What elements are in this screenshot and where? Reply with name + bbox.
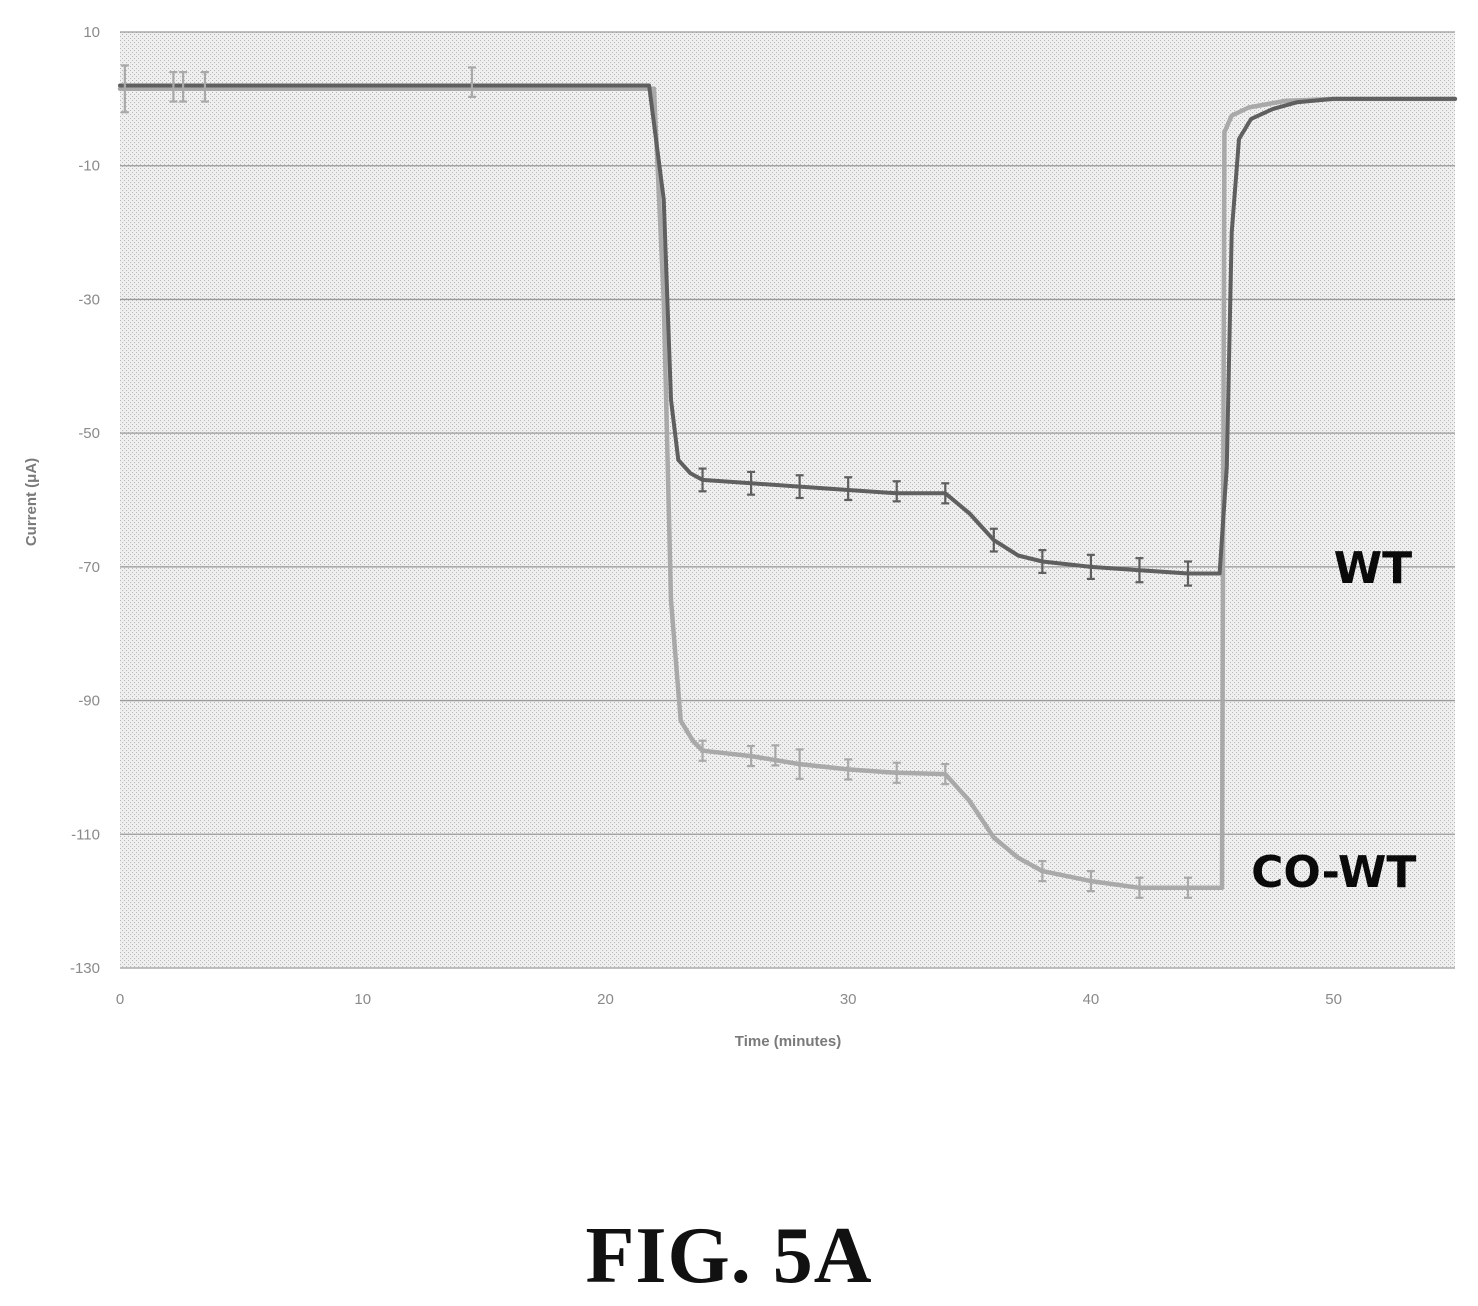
error-bar-co-wt xyxy=(200,71,209,103)
error-bar-co-wt xyxy=(1184,876,1192,899)
x-tick-label: 10 xyxy=(354,991,371,1008)
series-lines xyxy=(117,83,1458,891)
y-tick-label: -30 xyxy=(78,291,100,308)
series-label-co-wt: CO-WT xyxy=(1251,847,1416,898)
error-bar-wt xyxy=(941,482,950,505)
y-axis-ticks: 10 -10 -30 -50 -70 -90 -110 -130 xyxy=(70,24,100,977)
y-axis-title: Current (μA) xyxy=(23,458,40,546)
x-tick-label: 50 xyxy=(1325,991,1342,1008)
error-bar-co-wt xyxy=(179,71,188,103)
error-bar-wt xyxy=(1135,557,1144,584)
y-tick-label: -10 xyxy=(78,158,100,175)
error-bar-wt xyxy=(1184,560,1192,587)
figure-caption: FIG. 5A xyxy=(586,1212,873,1300)
error-bar-co-wt xyxy=(844,758,853,781)
error-bar-co-wt xyxy=(120,64,129,114)
error-bar-co-wt xyxy=(795,748,804,780)
y-tick-label: -70 xyxy=(78,559,100,576)
y-tick-label: -130 xyxy=(70,960,100,977)
series-label-wt: WT xyxy=(1334,543,1413,594)
x-tick-label: 30 xyxy=(840,991,857,1008)
series-line-wt xyxy=(118,83,1457,576)
x-tick-label: 40 xyxy=(1083,991,1100,1008)
error-bar-co-wt xyxy=(771,744,780,767)
error-bar-co-wt xyxy=(941,762,950,786)
error-bar-co-wt xyxy=(747,744,756,768)
x-tick-label: 0 xyxy=(116,991,124,1008)
error-bar-wt xyxy=(698,467,707,493)
error-bar-co-wt xyxy=(698,739,707,762)
x-tick-label: 20 xyxy=(597,991,614,1008)
x-axis-ticks: 0 10 20 30 40 50 xyxy=(116,991,1342,1008)
error-bar-wt xyxy=(795,474,804,500)
plot-area xyxy=(120,32,1455,968)
error-bar-wt xyxy=(1038,549,1047,574)
error-bar-wt xyxy=(989,527,998,553)
error-bar-co-wt xyxy=(1038,859,1047,883)
error-bar-wt xyxy=(892,480,901,503)
y-tick-label: 10 xyxy=(83,24,100,41)
series-line-co-wt xyxy=(117,86,1458,891)
error-bar-co-wt xyxy=(467,66,476,98)
error-bar-wt xyxy=(1086,553,1095,580)
y-tick-label: -50 xyxy=(78,425,100,442)
error-bar-wt xyxy=(747,470,756,496)
gridlines xyxy=(120,31,1455,969)
error-bar-co-wt xyxy=(892,761,901,784)
x-axis-title: Time (minutes) xyxy=(735,1033,841,1050)
error-bar-co-wt xyxy=(169,71,178,103)
y-tick-label: -110 xyxy=(71,826,100,843)
error-bar-co-wt xyxy=(1086,869,1095,893)
error-bar-co-wt xyxy=(1135,876,1144,899)
error-bars xyxy=(120,64,1192,899)
y-tick-label: -90 xyxy=(78,693,100,710)
error-bar-wt xyxy=(844,476,853,502)
